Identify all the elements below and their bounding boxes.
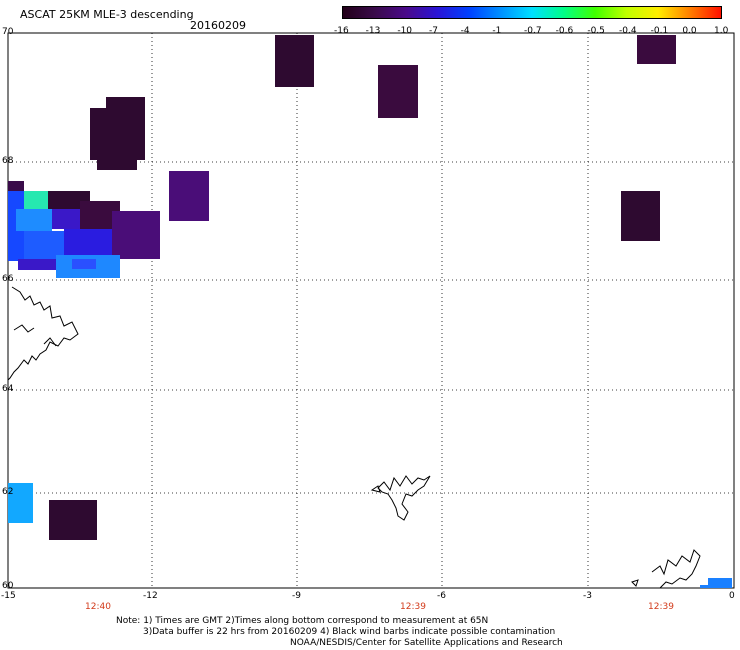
color-scale-tick-label: -0.4: [619, 26, 637, 36]
lon-label: -3: [583, 591, 592, 601]
color-scale-tick-label: 0.0: [682, 26, 697, 36]
iceland-coast: [7, 286, 79, 381]
lon-label: -15: [1, 591, 16, 601]
note-line-1: Note: 1) Times are GMT 2)Times along bot…: [116, 616, 489, 626]
data-cell: [48, 191, 90, 211]
map-frame: [7, 32, 735, 589]
data-cell: [169, 171, 209, 221]
color-scale-tick-label: 1.0: [714, 26, 729, 36]
color-scale-tick-label: -0.1: [650, 26, 669, 36]
data-cell: [637, 35, 676, 64]
data-cell: [24, 191, 48, 211]
data-cell: [621, 191, 660, 241]
data-cell: [16, 209, 52, 231]
pass-time-label: 12:39: [648, 602, 674, 612]
color-scale-tick-label: -1: [492, 26, 502, 36]
note-line-2: 3)Data buffer is 22 hrs from 20160209 4)…: [143, 627, 556, 637]
color-scale-tick-label: -0.5: [587, 26, 605, 36]
lat-label: 62: [2, 487, 14, 497]
map-title: ASCAT 25KM MLE-3 descending: [20, 8, 194, 21]
iceland-coast-3: [43, 337, 57, 347]
data-cell: [8, 483, 33, 523]
pass-time-label: 12:39: [400, 602, 426, 612]
data-cell: [700, 585, 710, 588]
color-scale-tick-label: -0.6: [555, 26, 574, 36]
note-line-3: NOAA/NESDIS/Center for Satellite Applica…: [290, 638, 563, 648]
data-cell: [90, 108, 130, 160]
data-cell: [72, 259, 96, 269]
lon-label: 0: [729, 591, 735, 601]
lon-label: -12: [143, 591, 158, 601]
lat-label: 66: [2, 274, 14, 284]
data-cell: [8, 181, 24, 191]
lon-label: -9: [292, 591, 301, 601]
pass-time-label: 12:40: [85, 602, 111, 612]
lon-label: -6: [437, 591, 446, 601]
data-cell: [708, 578, 732, 588]
coastlines: [7, 286, 701, 589]
data-cell: [64, 229, 112, 259]
color-scale-tick-label: -10: [397, 26, 413, 36]
color-scale-tick-label: -16: [334, 26, 349, 36]
color-scale-tick-label: -4: [460, 26, 470, 36]
lat-label: 68: [2, 156, 14, 166]
faroe-islet: [370, 485, 381, 493]
faroe-islands: [377, 475, 431, 521]
lat-label: 70: [2, 27, 14, 37]
data-cell: [52, 209, 80, 229]
shetland-islands: [651, 549, 701, 589]
data-cell: [49, 500, 97, 540]
data-cell: [378, 65, 418, 118]
map-date: 20160209: [190, 19, 246, 32]
color-scale-bar: [342, 6, 722, 19]
lat-label: 64: [2, 384, 14, 394]
iceland-coast-2: [13, 324, 35, 333]
wind-data-cells: [8, 35, 732, 588]
color-scale-tick-label: -0.7: [524, 26, 542, 36]
data-cell: [112, 211, 160, 259]
lat-label: 60: [2, 581, 14, 591]
color-scale-tick-label: -13: [365, 26, 381, 36]
shetland-islet: [631, 579, 639, 587]
data-cell: [97, 160, 137, 170]
color-scale-tick-label: -7: [429, 26, 438, 36]
data-cell: [275, 35, 314, 87]
data-cell: [18, 259, 58, 270]
